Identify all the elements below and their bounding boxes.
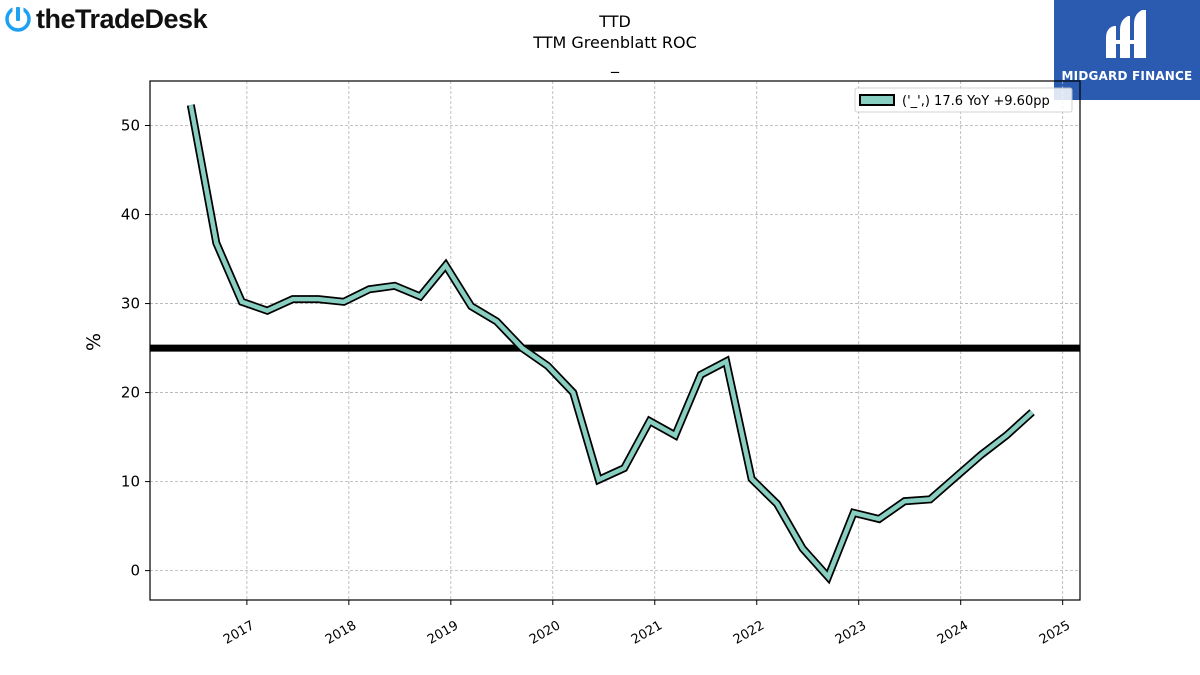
chart-title: TTD xyxy=(599,12,631,31)
thetradedesk-logo: theTradeDesk xyxy=(4,3,208,34)
x-tick-label: 2018 xyxy=(323,618,359,648)
y-tick-label: 10 xyxy=(121,473,140,491)
chart-subtitle: TTM Greenblatt ROC xyxy=(533,33,697,52)
series-line xyxy=(188,104,1034,582)
legend-box xyxy=(854,87,1073,113)
legend-swatch xyxy=(859,94,895,106)
midgard-finance-logo: MIDGARD FINANCE xyxy=(1054,0,1200,100)
ttd-logo-icon xyxy=(5,5,31,32)
plot-frame xyxy=(149,80,1081,601)
legend-label: ('_',) 17.6 YoY +9.60pp xyxy=(902,94,1050,109)
x-tick-label: 2019 xyxy=(425,618,461,648)
thetradedesk-wordmark: theTradeDesk xyxy=(36,3,208,34)
series-layer xyxy=(186,104,1035,585)
x-tick-label: 2017 xyxy=(221,618,257,648)
grid xyxy=(150,81,1080,600)
y-tick-label: 30 xyxy=(121,295,140,313)
y-tick-label: 20 xyxy=(121,384,140,402)
legend: ('_',) 17.6 YoY +9.60pp xyxy=(854,87,1073,113)
y-tick-label: 40 xyxy=(121,206,140,224)
y-axis: 0 10 20 30 40 50 xyxy=(121,117,150,580)
x-tick-label: 2021 xyxy=(629,618,665,648)
series-line-outline xyxy=(186,104,1035,585)
y-axis-label: % xyxy=(83,333,105,351)
x-axis: 2017 2018 2019 2020 2021 2022 2023 2024 2025 xyxy=(221,600,1073,648)
y-tick-label: 0 xyxy=(130,562,140,580)
midgard-monogram-icon xyxy=(1106,10,1146,58)
x-tick-label: 2022 xyxy=(731,618,767,648)
x-tick-label: 2025 xyxy=(1037,618,1073,648)
x-tick-label: 2023 xyxy=(833,618,869,648)
x-tick-label: 2024 xyxy=(935,618,971,648)
chart-titles: TTD TTM Greenblatt ROC _ xyxy=(415,11,815,74)
chart-subtitle-2: _ xyxy=(611,54,619,73)
x-tick-label: 2020 xyxy=(527,618,563,648)
y-tick-label: 50 xyxy=(121,117,140,135)
midgard-finance-wordmark: MIDGARD FINANCE xyxy=(1061,69,1193,83)
